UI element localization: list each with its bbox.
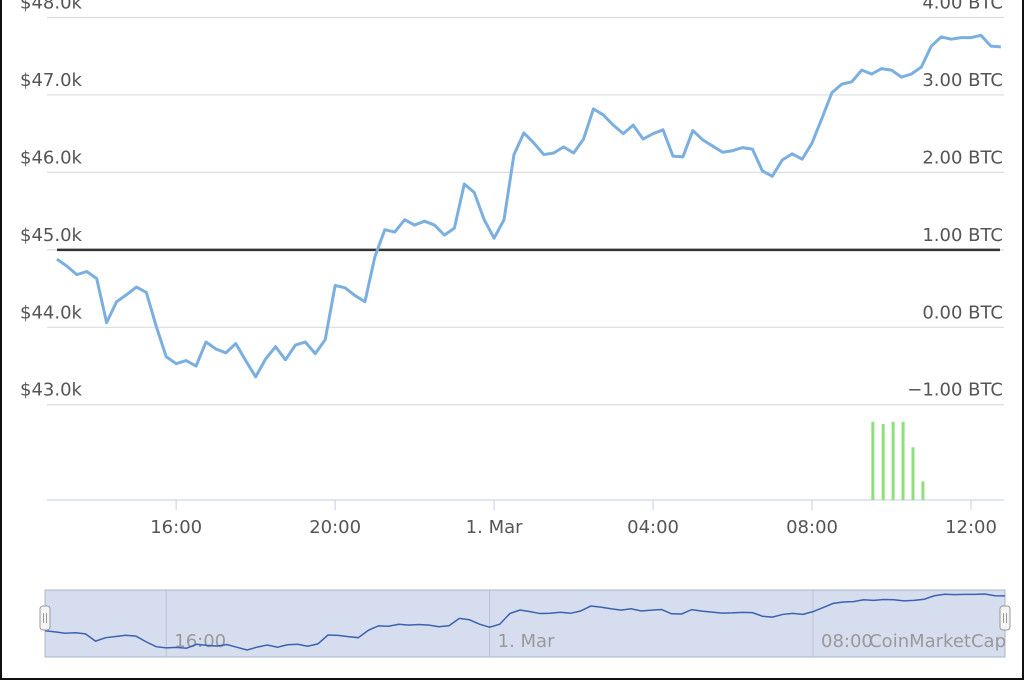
- y-tick-label: $48.0k: [20, 0, 83, 14]
- y2-tick-label: 2.00 BTC: [922, 147, 1003, 168]
- x-tick-label: 04:00: [627, 517, 679, 538]
- navigator-tick-label: 08:00: [821, 631, 873, 652]
- navigator-handle[interactable]: [39, 605, 51, 631]
- y-tick-label: $46.0k: [20, 147, 83, 168]
- navigator-handle[interactable]: [999, 605, 1011, 631]
- x-tick-label: 12:00: [945, 517, 997, 538]
- x-tick-label: 08:00: [786, 517, 838, 538]
- y2-tick-label: 1.00 BTC: [922, 225, 1003, 246]
- x-tick-label: 20:00: [309, 517, 361, 538]
- x-tick-label: 1. Mar: [466, 517, 523, 538]
- navigator-tick-label: 1. Mar: [498, 631, 555, 652]
- navigator-line: [44, 593, 1006, 651]
- volume-bar: [921, 481, 925, 500]
- volume-bar: [891, 421, 895, 500]
- y-tick-label: $44.0k: [20, 302, 83, 323]
- navigator-tick-label: 16:00: [174, 631, 226, 652]
- y-tick-label: $43.0k: [20, 380, 83, 401]
- y2-tick-label: 3.00 BTC: [922, 70, 1003, 91]
- price-line: [56, 33, 1001, 379]
- y-tick-label: $47.0k: [20, 70, 83, 91]
- y-tick-label: $45.0k: [20, 225, 83, 246]
- credit: CoinMarketCap: [869, 631, 1006, 652]
- y2-tick-label: 0.00 BTC: [922, 302, 1003, 323]
- volume-bar: [871, 421, 875, 500]
- y2-tick-label: 4.00 BTC: [922, 0, 1003, 14]
- volume-bar: [881, 424, 885, 500]
- x-tick-label: 16:00: [150, 517, 202, 538]
- y2-tick-label: −1.00 BTC: [907, 380, 1003, 401]
- volume-bar: [901, 421, 905, 500]
- volume-bar: [911, 447, 915, 500]
